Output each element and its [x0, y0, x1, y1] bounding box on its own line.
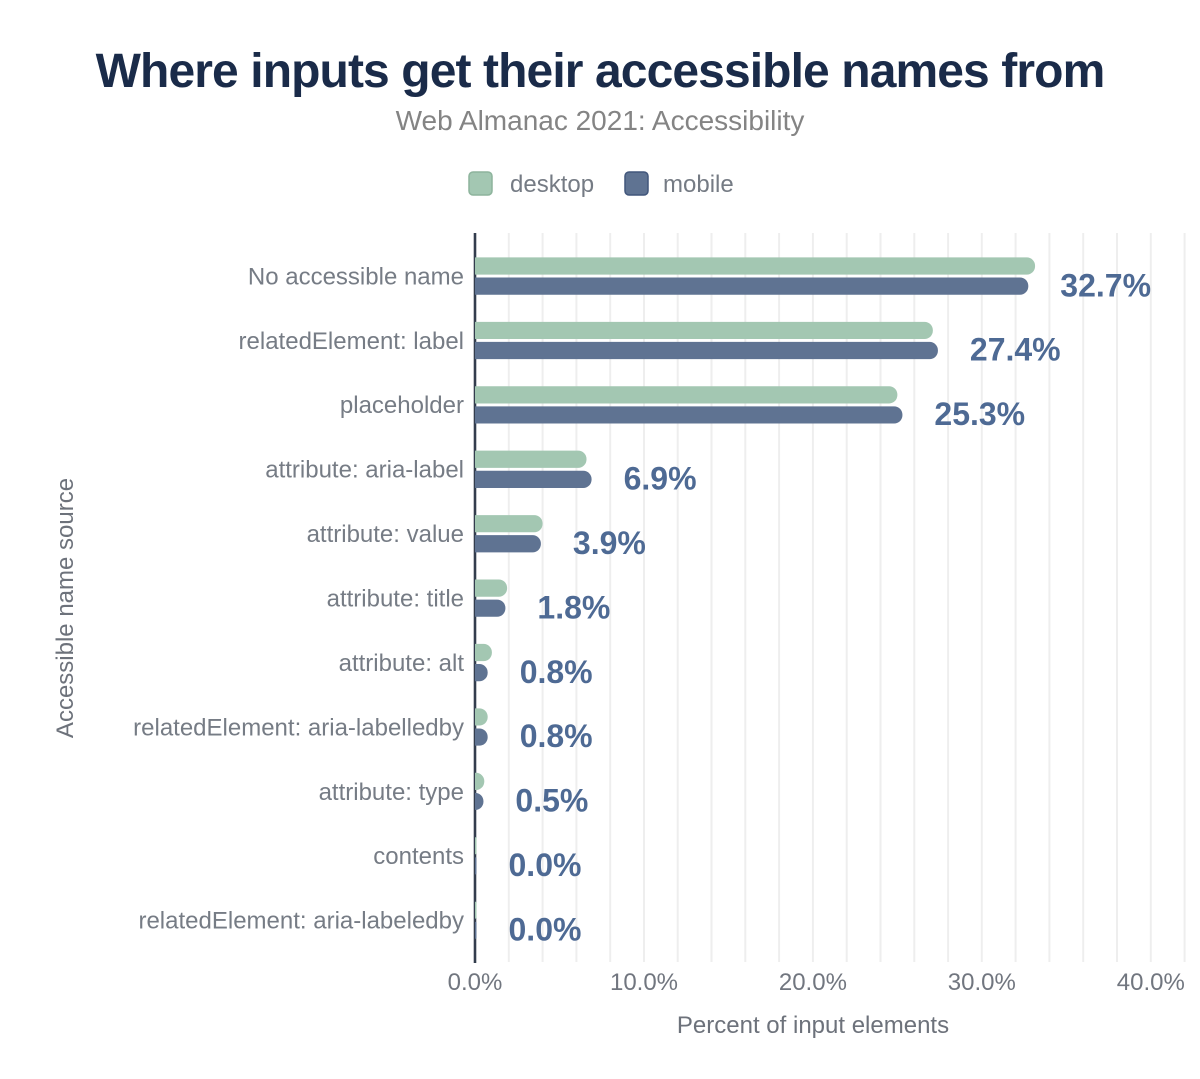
- svg-text:No accessible name: No accessible name: [248, 263, 464, 290]
- svg-text:attribute: aria-label: attribute: aria-label: [265, 457, 464, 484]
- svg-text:Web Almanac 2021: Accessibilit: Web Almanac 2021: Accessibility: [396, 105, 805, 136]
- svg-text:1.8%: 1.8%: [537, 589, 610, 625]
- svg-text:0.5%: 0.5%: [515, 783, 588, 819]
- svg-text:0.0%: 0.0%: [448, 969, 503, 996]
- svg-text:attribute: value: attribute: value: [307, 521, 464, 548]
- svg-text:0.0%: 0.0%: [509, 847, 582, 883]
- svg-text:27.4%: 27.4%: [970, 332, 1061, 368]
- svg-text:desktop: desktop: [510, 171, 594, 198]
- svg-text:Accessible name source: Accessible name source: [52, 478, 79, 738]
- svg-text:mobile: mobile: [663, 171, 734, 198]
- svg-text:0.8%: 0.8%: [520, 718, 593, 754]
- svg-text:6.9%: 6.9%: [624, 461, 697, 497]
- svg-text:attribute: type: attribute: type: [319, 779, 464, 806]
- svg-text:placeholder: placeholder: [340, 392, 464, 419]
- svg-text:contents: contents: [373, 843, 464, 870]
- svg-text:25.3%: 25.3%: [934, 396, 1025, 432]
- svg-text:20.0%: 20.0%: [779, 969, 847, 996]
- svg-text:relatedElement: aria-labelledb: relatedElement: aria-labelledby: [133, 714, 464, 741]
- svg-text:relatedElement: label: relatedElement: label: [239, 328, 464, 355]
- svg-text:10.0%: 10.0%: [610, 969, 678, 996]
- svg-text:30.0%: 30.0%: [948, 969, 1016, 996]
- svg-text:3.9%: 3.9%: [573, 525, 646, 561]
- svg-text:0.8%: 0.8%: [520, 654, 593, 690]
- svg-text:relatedElement: aria-labeledby: relatedElement: aria-labeledby: [138, 908, 464, 935]
- svg-text:attribute: alt: attribute: alt: [339, 650, 465, 677]
- svg-text:Where inputs get their accessi: Where inputs get their accessible names …: [96, 45, 1105, 98]
- svg-text:attribute: title: attribute: title: [327, 586, 464, 613]
- svg-text:Percent of input elements: Percent of input elements: [677, 1012, 949, 1039]
- svg-text:40.0%: 40.0%: [1117, 969, 1185, 996]
- svg-text:32.7%: 32.7%: [1060, 267, 1151, 303]
- svg-text:0.0%: 0.0%: [509, 912, 582, 948]
